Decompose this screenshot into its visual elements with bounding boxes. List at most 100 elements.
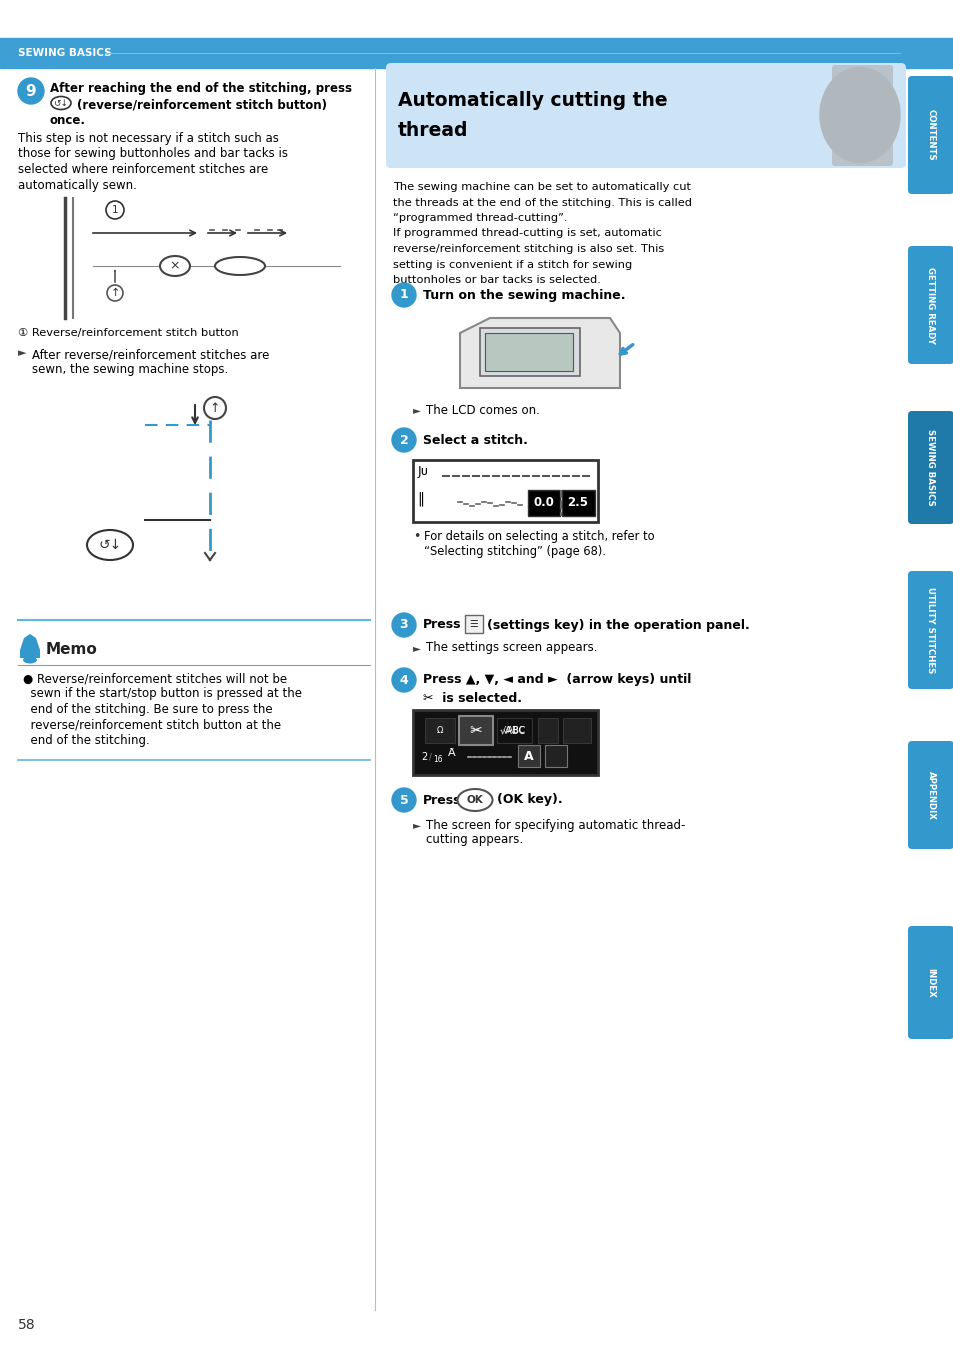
FancyBboxPatch shape	[907, 245, 953, 364]
Bar	[561, 491, 595, 516]
FancyBboxPatch shape	[907, 572, 953, 689]
Text: Select a stitch.: Select a stitch.	[422, 434, 527, 446]
Text: OK: OK	[466, 795, 483, 805]
Circle shape	[392, 669, 416, 692]
Text: Jᴜ: Jᴜ	[417, 465, 428, 479]
Bar	[562, 718, 590, 743]
Text: Automatically cutting the: Automatically cutting the	[397, 90, 667, 109]
Text: sewn, the sewing machine stops.: sewn, the sewing machine stops.	[32, 363, 228, 376]
Text: The settings screen appears.: The settings screen appears.	[426, 642, 597, 655]
Text: This step is not necessary if a stitch such as: This step is not necessary if a stitch s…	[18, 132, 278, 146]
Text: The sewing machine can be set to automatically cut: The sewing machine can be set to automat…	[393, 182, 690, 191]
Text: 58: 58	[18, 1318, 35, 1332]
Text: 4: 4	[399, 674, 408, 686]
Text: end of the stitching.: end of the stitching.	[23, 735, 150, 747]
Bar	[424, 718, 455, 743]
Bar	[0, 38, 953, 67]
Text: cutting appears.: cutting appears.	[426, 833, 522, 847]
Bar	[413, 460, 598, 522]
Bar	[479, 328, 579, 376]
Circle shape	[392, 283, 416, 307]
Text: ① Reverse/reinforcement stitch button: ① Reverse/reinforcement stitch button	[18, 328, 238, 338]
Circle shape	[106, 201, 124, 218]
Circle shape	[392, 613, 416, 638]
Text: (settings key) in the operation panel.: (settings key) in the operation panel.	[486, 619, 749, 631]
Text: (reverse/reinforcement stitch button): (reverse/reinforcement stitch button)	[77, 98, 327, 112]
Text: setting is convenient if a stitch for sewing: setting is convenient if a stitch for se…	[393, 260, 632, 270]
Text: APPENDIX: APPENDIX	[925, 771, 935, 820]
Text: ►: ►	[413, 820, 420, 830]
Bar	[458, 716, 493, 745]
Text: (OK key).: (OK key).	[497, 794, 562, 806]
Text: ● Reverse/reinforcement stitches will not be: ● Reverse/reinforcement stitches will no…	[23, 673, 287, 685]
Text: ☰: ☰	[469, 619, 477, 630]
Text: ✂: ✂	[469, 724, 482, 739]
Ellipse shape	[23, 656, 37, 663]
Text: The screen for specifying automatic thread-: The screen for specifying automatic thre…	[426, 818, 684, 832]
Text: √ABC: √ABC	[499, 727, 525, 736]
Bar	[497, 718, 532, 743]
Text: GETTING READY: GETTING READY	[925, 267, 935, 344]
Polygon shape	[459, 318, 619, 388]
Text: CONTENTS: CONTENTS	[925, 109, 935, 160]
FancyBboxPatch shape	[907, 411, 953, 524]
Text: For details on selecting a stitch, refer to: For details on selecting a stitch, refer…	[423, 530, 654, 543]
Text: 3: 3	[399, 619, 408, 631]
Text: ↺↓: ↺↓	[98, 538, 121, 551]
Text: reverse/reinforcement stitching is also set. This: reverse/reinforcement stitching is also …	[393, 244, 663, 253]
Text: 1: 1	[112, 205, 118, 214]
Text: 2: 2	[420, 752, 427, 762]
Text: Turn on the sewing machine.: Turn on the sewing machine.	[422, 288, 625, 302]
Text: 5: 5	[399, 794, 408, 806]
Text: “Selecting stitching” (page 68).: “Selecting stitching” (page 68).	[423, 545, 605, 558]
Text: ‖: ‖	[416, 492, 423, 507]
Text: Ä: Ä	[448, 748, 456, 758]
FancyBboxPatch shape	[831, 65, 892, 166]
Text: ↑: ↑	[210, 402, 220, 414]
Text: After reaching the end of the stitching, press: After reaching the end of the stitching,…	[50, 82, 352, 94]
Bar	[544, 745, 566, 767]
Ellipse shape	[214, 257, 265, 275]
Text: UTILITY STITCHES: UTILITY STITCHES	[925, 586, 935, 673]
Text: After reverse/reinforcement stitches are: After reverse/reinforcement stitches are	[32, 348, 269, 361]
Bar	[527, 491, 559, 516]
Text: ↑: ↑	[111, 288, 119, 298]
Text: sewn if the start/stop button is pressed at the: sewn if the start/stop button is pressed…	[23, 687, 302, 701]
Ellipse shape	[87, 530, 132, 559]
Text: end of the stitching. Be sure to press the: end of the stitching. Be sure to press t…	[23, 704, 273, 716]
Text: Press: Press	[422, 619, 461, 631]
Text: SEWING BASICS: SEWING BASICS	[925, 429, 935, 506]
Text: √ABC: √ABC	[502, 727, 525, 735]
Text: once.: once.	[50, 115, 86, 127]
Ellipse shape	[820, 67, 899, 163]
Text: thread: thread	[397, 120, 468, 139]
Bar	[537, 718, 558, 743]
Text: “programmed thread-cutting”.: “programmed thread-cutting”.	[393, 213, 567, 222]
Text: The LCD comes on.: The LCD comes on.	[426, 403, 539, 417]
Text: 9: 9	[26, 84, 36, 98]
Ellipse shape	[160, 256, 190, 276]
Text: ►: ►	[18, 348, 27, 359]
Text: ×: ×	[170, 260, 180, 272]
Text: ✂: ✂	[472, 727, 479, 735]
Bar	[464, 615, 482, 634]
Text: ↺↓: ↺↓	[53, 98, 69, 108]
Text: the threads at the end of the stitching. This is called: the threads at the end of the stitching.…	[393, 198, 691, 208]
Text: ✂  is selected.: ✂ is selected.	[422, 692, 521, 705]
FancyBboxPatch shape	[907, 741, 953, 849]
Text: 2.5: 2.5	[567, 496, 588, 510]
Text: automatically sewn.: automatically sewn.	[18, 178, 136, 191]
Text: Memo: Memo	[46, 642, 97, 656]
Text: ►: ►	[413, 643, 420, 652]
Text: 0.0: 0.0	[533, 496, 554, 510]
Bar	[460, 718, 491, 743]
Circle shape	[392, 789, 416, 811]
Circle shape	[107, 284, 123, 301]
Text: 16: 16	[433, 755, 442, 764]
Text: Ω: Ω	[436, 727, 443, 735]
Text: 2: 2	[399, 434, 408, 446]
Text: If programmed thread-cutting is set, automatic: If programmed thread-cutting is set, aut…	[393, 229, 661, 239]
Text: Press ▲, ▼, ◄ and ►  (arrow keys) until: Press ▲, ▼, ◄ and ► (arrow keys) until	[422, 674, 691, 686]
Text: •: •	[413, 530, 420, 543]
Bar	[517, 745, 539, 767]
